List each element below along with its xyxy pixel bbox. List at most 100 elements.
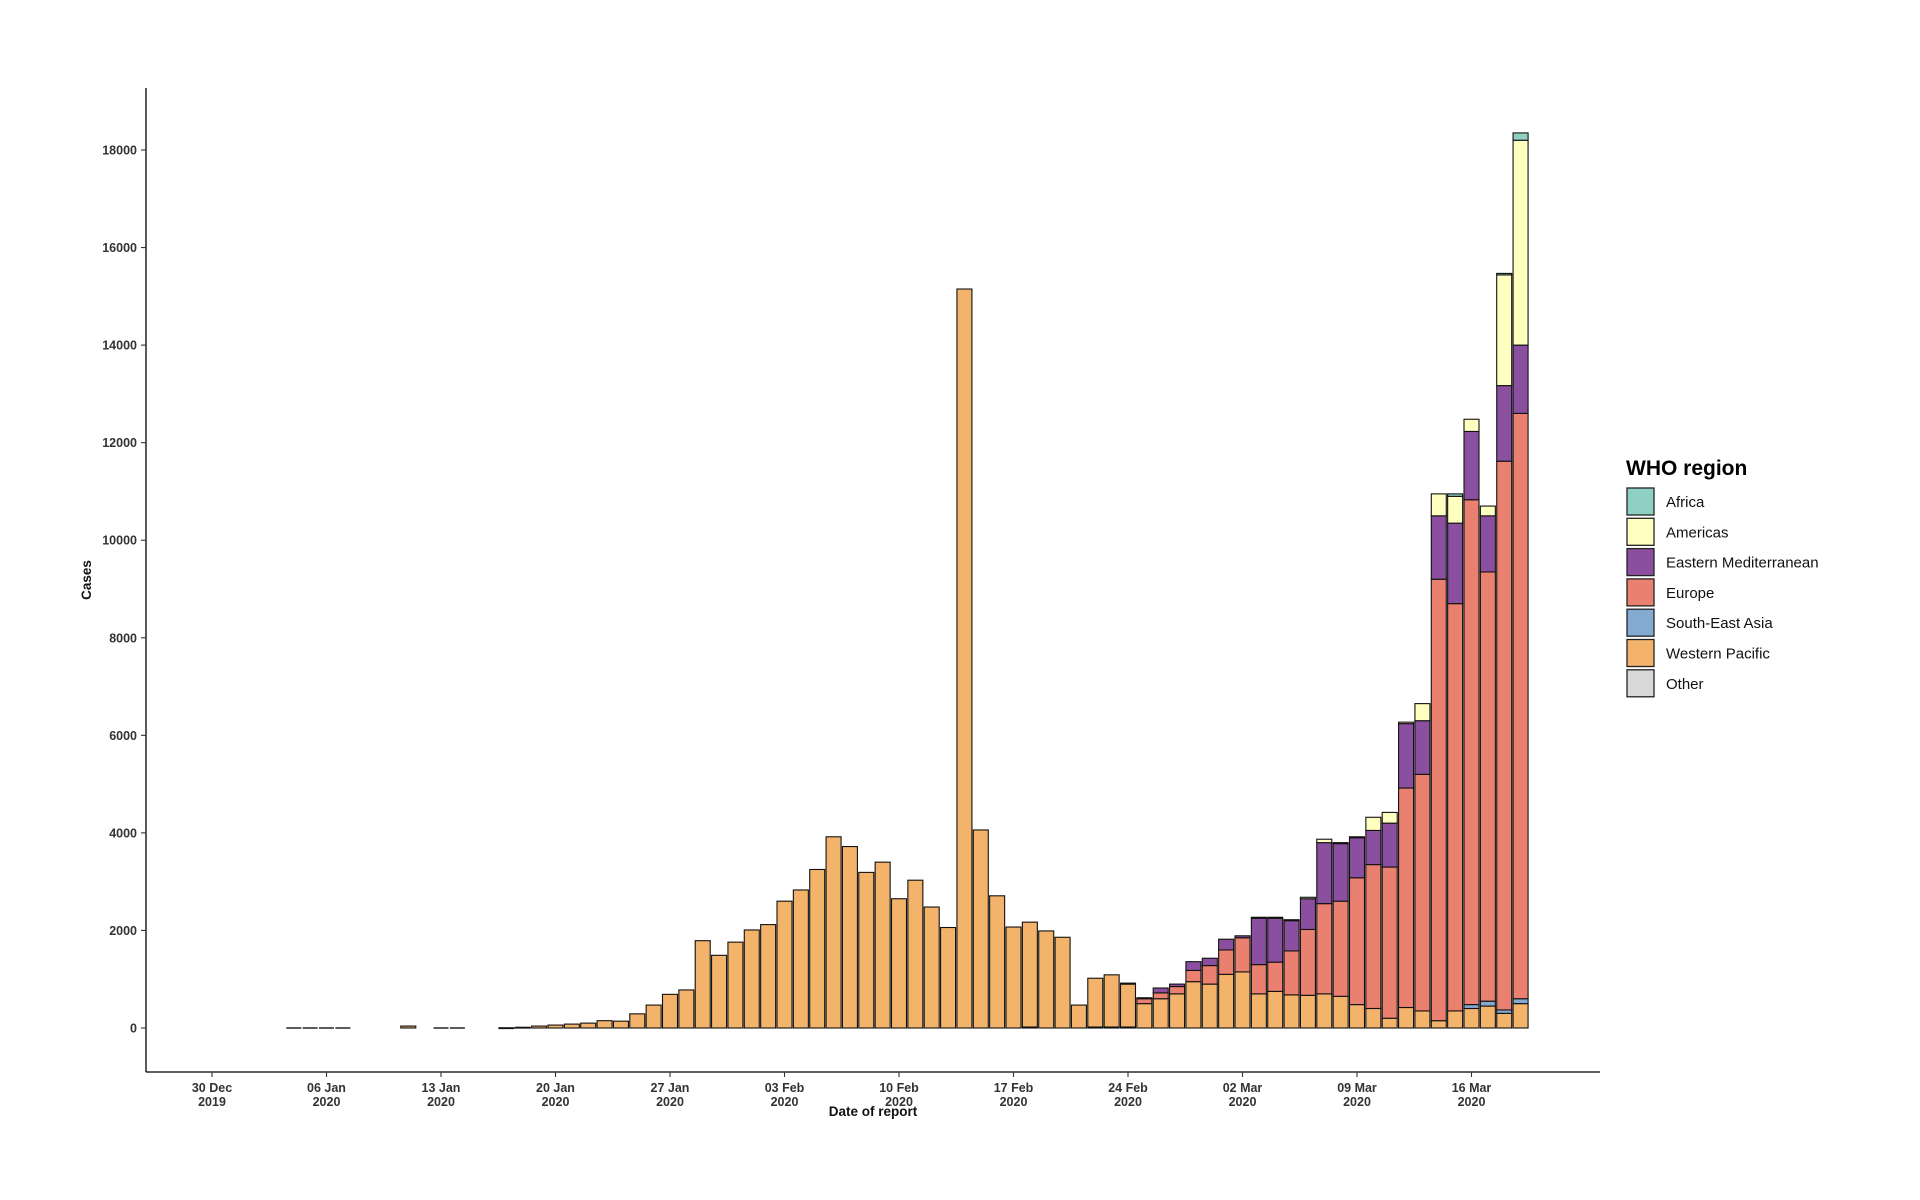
bar-segment-2020-03-08-europe [1332, 900, 1349, 997]
bar-segment-2020-03-18-americas [1496, 274, 1513, 387]
x-tick-label-8: 24 Feb 2020 [1108, 1081, 1148, 1109]
bar-segment-2020-03-06-western-pacific [1299, 994, 1316, 1029]
bar-segment-2020-02-27-eastern-mediterranean [1169, 983, 1186, 988]
bar-segment-2020-01-20-western-pacific [547, 1024, 564, 1029]
bar-segment-2020-01-18-western-pacific [514, 1026, 531, 1029]
x-tick-label-7: 17 Feb 2020 [994, 1081, 1034, 1109]
legend-title: WHO region [1626, 457, 1747, 480]
bar-segment-2020-02-15-western-pacific [972, 829, 989, 1029]
y-tick-label-6000: 6000 [109, 729, 137, 743]
bar-segment-2020-02-13-western-pacific [940, 926, 957, 1029]
bars-layer [286, 132, 1529, 1030]
bar-segment-2020-03-05-europe [1283, 950, 1300, 996]
bar-segment-2020-03-19-americas [1512, 139, 1529, 346]
bar-segment-2020-02-11-western-pacific [907, 879, 924, 1029]
bar-segment-2020-03-16-europe [1463, 499, 1480, 1006]
bar-segment-2020-03-02-western-pacific [1234, 971, 1251, 1029]
axes-layer: 0 2000 4000 6000 8000 10000 12000 14000 16000 180… [79, 88, 1600, 1119]
bar-segment-2020-03-01-eastern-mediterranean [1218, 938, 1235, 951]
bar-segment-2020-03-08-americas [1332, 842, 1349, 845]
legend: WHO region Africa Americas Eastern Mediterr… [1626, 457, 1819, 698]
bar-segment-2020-03-17-americas [1479, 505, 1496, 517]
bar-segment-2020-02-10-western-pacific [890, 898, 908, 1029]
bar-segment-2020-02-19-western-pacific [1038, 930, 1055, 1029]
bar-segment-2020-02-02-western-pacific [760, 924, 777, 1029]
bar-segment-2020-03-07-western-pacific [1316, 993, 1333, 1029]
bar-segment-2020-03-15-africa [1447, 493, 1464, 497]
bar-segment-2020-02-01-western-pacific [743, 929, 760, 1029]
bar-segment-2020-03-04-eastern-mediterranean [1267, 917, 1284, 963]
bar-segment-2020-03-18-eastern-mediterranean [1496, 385, 1513, 462]
x-tick-label-1: 06 Jan 2020 [307, 1081, 346, 1109]
bar-segment-2020-03-09-americas [1348, 836, 1366, 839]
bar-segment-2020-02-28-eastern-mediterranean [1185, 961, 1202, 971]
bar-segment-2020-03-19-africa [1512, 132, 1529, 141]
bar-segment-2020-03-09-eastern-mediterranean [1348, 837, 1366, 879]
bar-segment-2020-03-17-europe [1479, 571, 1496, 1002]
y-tick-label-0: 0 [130, 1022, 137, 1036]
bar-segment-2020-03-19-south-east-asia [1512, 998, 1529, 1005]
bar-segment-2020-02-05-western-pacific [809, 868, 826, 1029]
bar-segment-2020-02-03-western-pacific [776, 900, 793, 1029]
legend-swatch-eastern-mediterranean [1626, 547, 1655, 577]
bar-segment-2020-03-07-europe [1316, 903, 1333, 995]
bar-segment-2020-03-05-western-pacific [1283, 994, 1300, 1029]
bar-segment-2020-03-11-eastern-mediterranean [1381, 822, 1398, 868]
bar-segment-2020-01-21-western-pacific [563, 1023, 580, 1029]
bar-segment-2020-01-29-western-pacific [694, 940, 711, 1029]
bar-segment-2020-03-13-western-pacific [1414, 1010, 1431, 1029]
bar-segment-2020-03-03-europe [1250, 964, 1267, 995]
bar-segment-2020-02-04-western-pacific [792, 889, 809, 1029]
bar-segment-2020-01-11-western-pacific [400, 1025, 417, 1029]
bar-segment-2020-03-16-western-pacific [1463, 1007, 1480, 1029]
bar-segment-2020-03-13-europe [1414, 773, 1431, 1012]
bar-segment-2020-03-07-eastern-mediterranean [1316, 842, 1333, 905]
bar-segment-2020-02-26-western-pacific [1152, 998, 1169, 1029]
bar-segment-2020-02-20-western-pacific [1054, 936, 1071, 1029]
legend-label-other: Other [1666, 676, 1704, 693]
legend-swatch-africa [1626, 487, 1655, 516]
bar-segment-2020-02-24-europe [1119, 982, 1137, 985]
legend-label-africa: Africa [1666, 494, 1705, 511]
bar-segment-2020-03-19-western-pacific [1512, 1003, 1529, 1029]
bar-segment-2020-03-11-americas [1381, 811, 1398, 824]
bar-segment-2020-03-16-eastern-mediterranean [1463, 430, 1480, 501]
bar-segment-2020-03-14-americas [1430, 493, 1447, 517]
legend-label-europe: Europe [1666, 585, 1714, 602]
bar-segment-2020-03-05-americas [1283, 919, 1300, 922]
legend-swatch-europe [1626, 578, 1655, 607]
bar-segment-2020-03-13-eastern-mediterranean [1414, 720, 1431, 775]
bar-segment-2020-01-25-western-pacific [629, 1013, 646, 1029]
bar-segment-2020-02-09-western-pacific [874, 861, 891, 1029]
legend-label-eastern-mediterranean: Eastern Mediterranean [1666, 555, 1819, 572]
bar-segment-2020-03-18-europe [1496, 460, 1513, 1011]
y-tick-label-14000: 14000 [102, 339, 137, 353]
y-tick-label-16000: 16000 [102, 241, 137, 255]
bar-segment-2020-02-07-western-pacific [841, 845, 858, 1029]
bar-segment-2020-03-03-western-pacific [1250, 993, 1267, 1029]
bar-segment-2020-03-04-europe [1267, 961, 1284, 992]
bar-segment-2020-03-14-europe [1430, 578, 1447, 1022]
bar-segment-2020-03-10-eastern-mediterranean [1365, 829, 1382, 866]
bar-segment-2020-03-18-africa [1496, 272, 1513, 276]
bar-segment-2020-03-06-americas [1299, 896, 1316, 900]
bar-segment-2020-03-12-western-pacific [1398, 1006, 1415, 1029]
bar-segment-2020-02-25-europe [1136, 998, 1153, 1005]
bar-segment-2020-01-24-western-pacific [612, 1020, 629, 1029]
bar-segment-2020-02-14-western-pacific [956, 288, 973, 1029]
bar-segment-2020-01-31-western-pacific [727, 941, 744, 1029]
bar-segment-2020-02-26-europe [1152, 992, 1169, 1000]
bar-segment-2020-03-12-eastern-mediterranean [1398, 723, 1415, 789]
bar-segment-2020-03-13-americas [1414, 703, 1431, 722]
bar-segment-2020-03-10-americas [1365, 816, 1382, 832]
legend-swatch-americas [1626, 517, 1655, 546]
bar-segment-2020-03-09-europe [1348, 877, 1366, 1006]
x-tick-label-10: 09 Mar 2020 [1337, 1081, 1377, 1109]
bar-segment-2020-02-28-western-pacific [1185, 981, 1202, 1029]
bar-segment-2020-03-04-western-pacific [1267, 990, 1284, 1029]
bar-segment-2020-03-15-europe [1447, 603, 1464, 1012]
bar-segment-2020-03-03-eastern-mediterranean [1250, 917, 1267, 966]
x-tick-label-5: 03 Feb 2020 [765, 1081, 805, 1109]
y-tick-label-12000: 12000 [102, 436, 137, 450]
bar-segment-2020-03-08-western-pacific [1332, 995, 1349, 1029]
